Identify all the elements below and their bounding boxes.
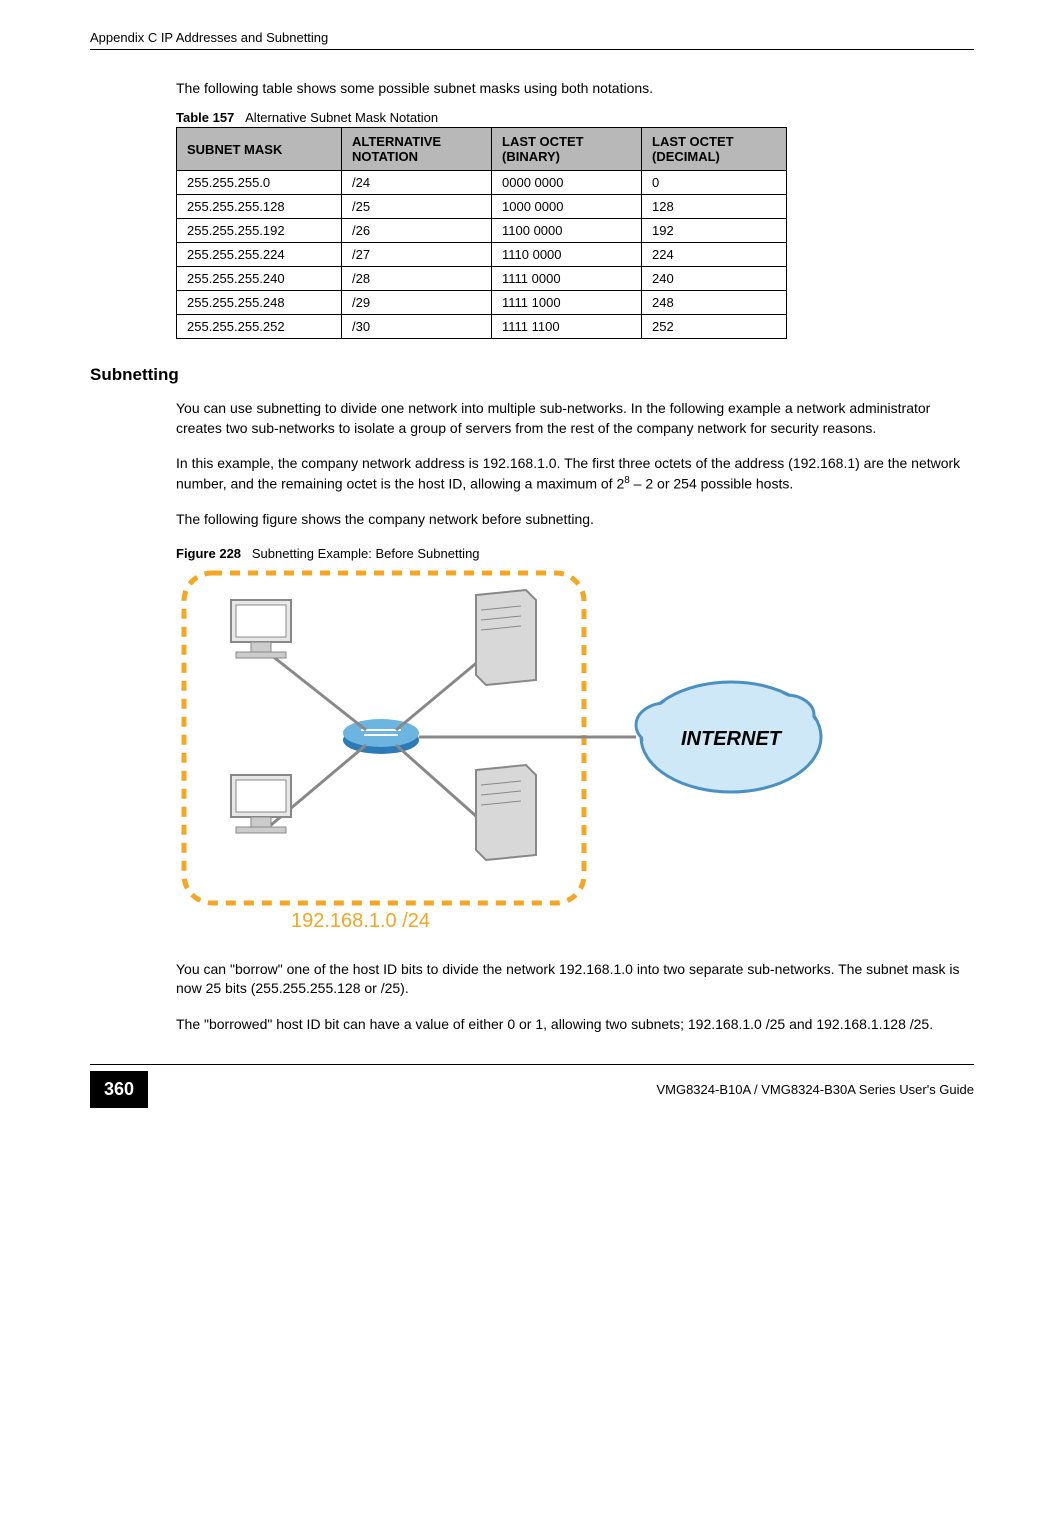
- th-alt: ALTERNATIVE NOTATION: [342, 128, 492, 171]
- table-cell: 1111 1100: [492, 315, 642, 339]
- para-2: In this example, the company network add…: [176, 454, 974, 494]
- table-cell: /29: [342, 291, 492, 315]
- table-cell: /28: [342, 267, 492, 291]
- table-cell: 1111 0000: [492, 267, 642, 291]
- para-3: The following figure shows the company n…: [176, 510, 974, 530]
- server-icon-2: [476, 765, 536, 860]
- para-5: The "borrowed" host ID bit can have a va…: [176, 1015, 974, 1035]
- table-cell: 255.255.255.252: [177, 315, 342, 339]
- server-icon-1: [476, 590, 536, 685]
- table-cell: 1111 1000: [492, 291, 642, 315]
- table-row: 255.255.255.240/281111 0000240: [177, 267, 787, 291]
- table-caption: Table 157 Alternative Subnet Mask Notati…: [176, 110, 974, 125]
- table-cell: 224: [642, 243, 787, 267]
- intro-text: The following table shows some possible …: [176, 80, 974, 96]
- table-cell: 0000 0000: [492, 171, 642, 195]
- table-cell: 255.255.255.248: [177, 291, 342, 315]
- para-1: You can use subnetting to divide one net…: [176, 399, 974, 438]
- table-cell: 255.255.255.0: [177, 171, 342, 195]
- table-row: 255.255.255.192/261100 0000192: [177, 219, 787, 243]
- internet-label: INTERNET: [681, 728, 783, 750]
- table-row: 255.255.255.0/240000 00000: [177, 171, 787, 195]
- table-cell: /25: [342, 195, 492, 219]
- page-number: 360: [90, 1071, 148, 1108]
- table-cell: /27: [342, 243, 492, 267]
- table-cell: 128: [642, 195, 787, 219]
- header-left: Appendix C IP Addresses and Subnetting: [90, 30, 328, 45]
- table-cell: 248: [642, 291, 787, 315]
- table-row: 255.255.255.252/301111 1100252: [177, 315, 787, 339]
- table-cell: /30: [342, 315, 492, 339]
- table-row: 255.255.255.224/271110 0000224: [177, 243, 787, 267]
- internet-cloud: INTERNET: [636, 682, 821, 792]
- network-diagram: INTERNET 192.168.1.0 /24: [176, 565, 974, 940]
- table-cell: 0: [642, 171, 787, 195]
- figure-caption: Figure 228 Subnetting Example: Before Su…: [176, 546, 974, 561]
- table-row: 255.255.255.128/251000 0000128: [177, 195, 787, 219]
- table-cell: 255.255.255.128: [177, 195, 342, 219]
- table-cell: /26: [342, 219, 492, 243]
- pc-icon-2: [231, 775, 291, 833]
- subnet-table: SUBNET MASK ALTERNATIVE NOTATION LAST OC…: [176, 127, 787, 339]
- table-cell: 255.255.255.192: [177, 219, 342, 243]
- header-rule: [90, 49, 974, 50]
- table-cell: /24: [342, 171, 492, 195]
- lan-links: [271, 655, 636, 825]
- th-mask: SUBNET MASK: [177, 128, 342, 171]
- table-row: 255.255.255.248/291111 1000248: [177, 291, 787, 315]
- th-dec: LAST OCTET (DECIMAL): [642, 128, 787, 171]
- table-cell: 240: [642, 267, 787, 291]
- footer: 360 VMG8324-B10A / VMG8324-B30A Series U…: [90, 1071, 974, 1108]
- table-cell: 255.255.255.224: [177, 243, 342, 267]
- th-bin: LAST OCTET (BINARY): [492, 128, 642, 171]
- table-cell: 1110 0000: [492, 243, 642, 267]
- section-title: Subnetting: [90, 365, 974, 385]
- pc-icon-1: [231, 600, 291, 658]
- table-cell: 1100 0000: [492, 219, 642, 243]
- footer-rule: [90, 1064, 974, 1065]
- table-cell: 252: [642, 315, 787, 339]
- table-cell: 192: [642, 219, 787, 243]
- table-cell: 1000 0000: [492, 195, 642, 219]
- table-cell: 255.255.255.240: [177, 267, 342, 291]
- para-4: You can "borrow" one of the host ID bits…: [176, 960, 974, 999]
- footer-guide: VMG8324-B10A / VMG8324-B30A Series User'…: [656, 1082, 974, 1097]
- router-icon: [343, 719, 419, 754]
- subnet-label: 192.168.1.0 /24: [291, 910, 430, 932]
